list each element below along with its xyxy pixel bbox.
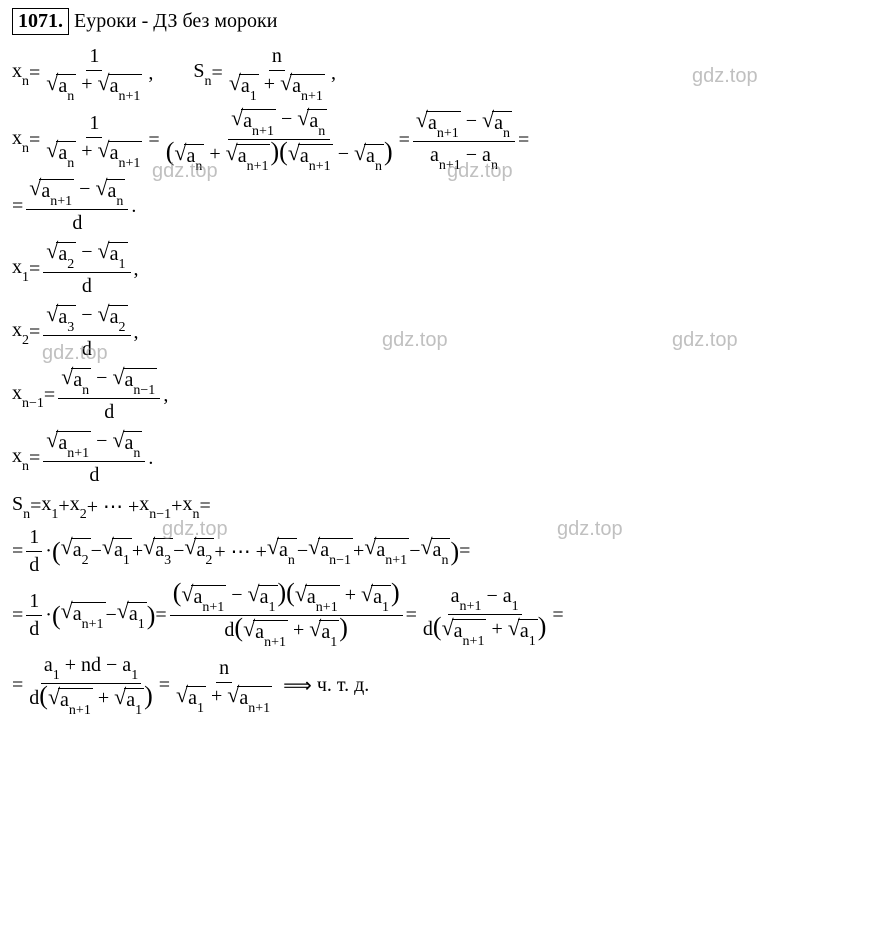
eq-xnm1: xn−1 = √an − √an−1 d , (12, 367, 880, 424)
frac: n √a1 + √an+1 (226, 45, 328, 102)
eq-Sn-sum: Sn = x1 + x2 + ⋯ + xn−1 + xn = (12, 493, 880, 520)
watermark: gdz.top (692, 65, 758, 88)
eq-xn: xn = √an+1 − √an d . (12, 430, 880, 487)
watermark: gdz.top (672, 329, 738, 352)
eq-line-2: xn = 1 √an + √an+1 = √an+1 − √an (√an + … (12, 108, 880, 172)
watermark: gdz.top (382, 329, 448, 352)
implies-arrow: ⟹ (283, 673, 312, 698)
watermark: gdz.top (557, 518, 623, 541)
eq-rationalize: = 1d · (√an+1 − √a1) = (√an+1 − √a1)(√an… (12, 583, 880, 648)
qed-text: ч. т. д. (317, 674, 369, 697)
eq-final: = a1 + nd − a1 d(√an+1 + √a1) = n √a1 + … (12, 654, 880, 716)
eq-telescope: = 1d · ( √a2 − √a1 + √a3 − √a2 + ⋯ + √an… (12, 526, 880, 577)
problem-header: 1071. Еуроки - ДЗ без мороки (12, 8, 880, 35)
header-text: Еуроки - ДЗ без мороки (69, 10, 277, 32)
var-xn: xn (12, 60, 29, 87)
frac: 1 √an + √an+1 (43, 45, 145, 102)
problem-number: 1071. (12, 8, 69, 35)
eq-line-1: xn = 1 √an + √an+1 , Sn = n √a1 + √an+1 … (12, 45, 880, 102)
eq-x2: x2 = √a3 − √a2 d , gdz.top gdz.top gdz.t… (12, 304, 880, 361)
var-Sn: Sn (193, 60, 211, 87)
eq-x1: x1 = √a2 − √a1 d , (12, 241, 880, 298)
eq-line-3: = √an+1 − √an d . (12, 178, 880, 235)
